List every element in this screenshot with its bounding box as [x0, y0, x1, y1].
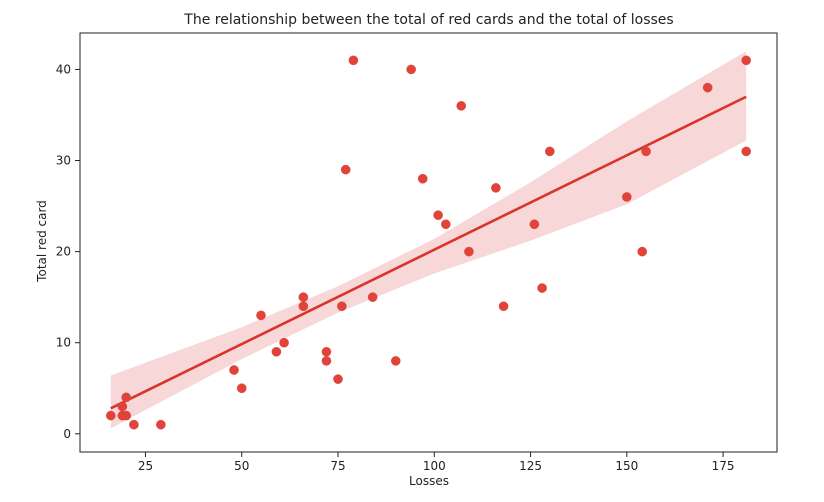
- axes-frame: [79, 32, 778, 453]
- x-axis-ticks: 25 50 75 100 125 150 175: [138, 452, 735, 473]
- x-tick-label-175: 175: [712, 459, 735, 473]
- data-point-36: [702, 82, 713, 93]
- data-point-20: [367, 292, 378, 302]
- data-point-7: [229, 365, 239, 375]
- x-tick-label-25: 25: [138, 459, 153, 473]
- confidence-band: [110, 51, 747, 429]
- data-point-11: [279, 337, 289, 348]
- data-point-6: [156, 419, 166, 430]
- x-tick-label-125: 125: [519, 459, 542, 473]
- y-tick-label-40: 40: [56, 62, 71, 76]
- data-point-16: [333, 374, 343, 384]
- y-axis-label: Total red card: [35, 200, 49, 283]
- data-points-layer: [106, 55, 751, 430]
- plot-frame: [79, 32, 778, 453]
- data-point-2: [117, 401, 128, 412]
- data-point-18: [340, 164, 351, 175]
- data-point-3: [121, 410, 132, 421]
- data-point-22: [406, 64, 416, 75]
- data-point-31: [537, 283, 547, 293]
- data-point-4: [121, 392, 132, 403]
- data-point-17: [337, 301, 347, 312]
- data-point-19: [348, 55, 359, 66]
- regression-line-layer: [110, 95, 747, 410]
- data-point-25: [441, 219, 451, 230]
- data-point-26: [456, 101, 467, 111]
- data-point-27: [464, 246, 474, 257]
- x-axis-label: Losses: [409, 474, 449, 488]
- data-point-14: [321, 347, 332, 357]
- data-point-9: [256, 310, 266, 321]
- data-point-29: [498, 301, 509, 312]
- y-tick-label-30: 30: [56, 154, 71, 168]
- data-point-33: [622, 192, 632, 202]
- data-point-35: [641, 146, 651, 157]
- regression-line: [110, 95, 747, 410]
- y-tick-label-20: 20: [56, 245, 71, 259]
- chart-title: The relationship between the total of re…: [183, 12, 673, 28]
- data-point-12: [298, 292, 309, 302]
- data-point-8: [236, 383, 247, 394]
- data-point-24: [433, 210, 443, 220]
- x-tick-label-50: 50: [234, 459, 249, 473]
- y-tick-label-10: 10: [56, 336, 71, 350]
- data-point-5: [129, 419, 139, 430]
- y-tick-label-0: 0: [63, 427, 71, 441]
- data-point-10: [271, 347, 282, 357]
- data-point-23: [417, 173, 428, 184]
- data-point-37: [741, 55, 751, 66]
- data-point-30: [529, 219, 540, 230]
- data-point-32: [545, 146, 555, 157]
- y-axis-ticks: 0 10 20 30 40: [56, 62, 80, 441]
- data-point-38: [741, 146, 751, 157]
- data-point-21: [390, 356, 401, 366]
- x-tick-label-100: 100: [423, 459, 446, 473]
- x-tick-label-150: 150: [615, 459, 638, 473]
- data-point-34: [637, 246, 648, 257]
- x-tick-label-75: 75: [330, 459, 345, 473]
- confidence-band-layer: [110, 51, 747, 429]
- data-point-28: [491, 183, 501, 193]
- data-point-15: [321, 356, 332, 366]
- data-point-0: [106, 410, 116, 421]
- data-point-13: [298, 301, 309, 312]
